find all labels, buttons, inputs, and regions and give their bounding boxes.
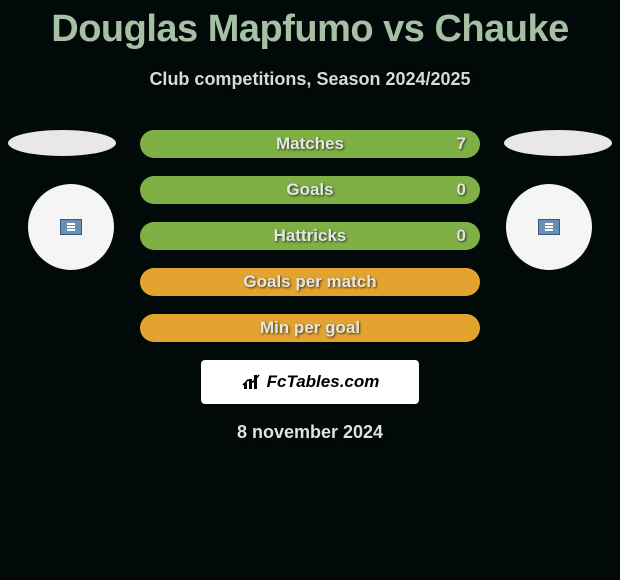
stat-row: Hattricks 0 <box>140 222 480 250</box>
stat-row: Matches 7 <box>140 130 480 158</box>
stat-label: Goals <box>286 180 333 200</box>
stat-value-right: 7 <box>457 134 466 154</box>
fctables-logo: FcTables.com <box>241 372 380 392</box>
page-title: Douglas Mapfumo vs Chauke <box>0 0 620 51</box>
player-right-avatar-shadow <box>504 130 612 156</box>
subtitle: Club competitions, Season 2024/2025 <box>0 69 620 90</box>
chart-icon <box>241 373 263 391</box>
footer-brand-badge: FcTables.com <box>201 360 419 404</box>
stat-row: Goals 0 <box>140 176 480 204</box>
stat-label: Matches <box>276 134 344 154</box>
stats-area: Matches 7 Goals 0 Hattricks 0 Goals per match M… <box>0 130 620 342</box>
stat-row: Min per goal <box>140 314 480 342</box>
footer-brand-text: FcTables.com <box>267 372 380 392</box>
player-right-avatar <box>506 184 592 270</box>
stat-row: Goals per match <box>140 268 480 296</box>
stat-label: Goals per match <box>243 272 376 292</box>
stat-rows: Matches 7 Goals 0 Hattricks 0 Goals per match M… <box>140 130 480 342</box>
stat-value-right: 0 <box>457 226 466 246</box>
stat-value-right: 0 <box>457 180 466 200</box>
stat-label: Hattricks <box>274 226 347 246</box>
date-label: 8 november 2024 <box>0 422 620 443</box>
player-right-avatar-icon <box>538 219 560 235</box>
stat-label: Min per goal <box>260 318 360 338</box>
player-left-avatar <box>28 184 114 270</box>
player-left-avatar-icon <box>60 219 82 235</box>
player-left-avatar-shadow <box>8 130 116 156</box>
